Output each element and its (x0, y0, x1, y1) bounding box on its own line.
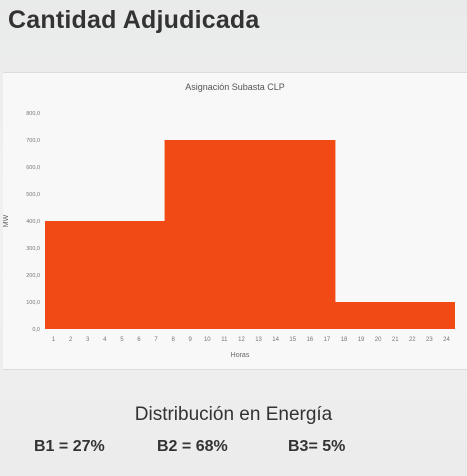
x-tick-label: 17 (324, 337, 331, 343)
area-series (45, 140, 455, 329)
x-tick-label: 13 (255, 337, 262, 343)
plot-area (45, 140, 455, 329)
x-tick-label: 7 (154, 337, 158, 343)
x-tick-label: 21 (392, 337, 399, 343)
y-tick-label: 600,0 (26, 165, 40, 171)
x-tick-label: 6 (137, 337, 141, 343)
chart-panel: Asignación Subasta CLP MW Horas 0,0 100,0… (3, 72, 467, 370)
x-tick-label: 3 (86, 337, 90, 343)
y-tick-label: 700,0 (26, 138, 40, 144)
distribution-b1: B1 = 27% (34, 438, 105, 455)
y-tick-label: 200,0 (26, 273, 40, 279)
y-tick-label: 0,0 (32, 327, 40, 333)
y-tick-label: 100,0 (26, 300, 40, 306)
chart-svg: Asignación Subasta CLP MW Horas 0,0100,0… (3, 82, 455, 359)
x-tick-label: 11 (221, 337, 228, 343)
distribution-title: Distribución en Energía (134, 404, 333, 425)
x-tick-label: 14 (272, 337, 279, 343)
x-tick-label: 2 (69, 337, 73, 343)
x-tick-label: 1 (52, 337, 56, 343)
x-tick-label: 18 (341, 337, 348, 343)
y-axis-label: MW (3, 214, 10, 227)
x-tick-label: 5 (120, 337, 124, 343)
chart-title: Asignación Subasta CLP (185, 82, 285, 92)
x-tick-label: 15 (289, 337, 296, 343)
y-tick-label: 500,0 (26, 192, 40, 198)
x-tick-label: 20 (375, 337, 382, 343)
x-axis-label: Horas (231, 352, 250, 359)
x-tick-label: 12 (238, 337, 245, 343)
x-tick-label: 19 (358, 337, 365, 343)
distribution-b2: B2 = 68% (157, 438, 228, 455)
x-tick-label: 22 (409, 337, 416, 343)
x-tick-label: 24 (443, 337, 450, 343)
y-tick-labels: 0,0 100,0 200,0 300,0 400,0 500,0 600,0 700,0 80… (26, 111, 40, 333)
x-tick-label: 23 (426, 337, 433, 343)
x-tick-labels: 1 2 3 4 5 6 7 8 9 10 11 12 13 14 15 16 17 18 19 20 21 22 23 24 (52, 337, 451, 343)
y-tick-label: 300,0 (26, 246, 40, 252)
y-tick-label: 400,0 (26, 219, 40, 225)
x-tick-label: 9 (189, 337, 193, 343)
x-tick-label: 8 (171, 337, 175, 343)
page-title: Cantidad Adjudicada (8, 6, 260, 34)
x-tick-label: 10 (204, 337, 211, 343)
x-tick-label: 4 (103, 337, 107, 343)
x-tick-label: 16 (306, 337, 313, 343)
distribution-b3: B3= 5% (288, 438, 346, 455)
y-tick-label: 800,0 (26, 111, 40, 117)
